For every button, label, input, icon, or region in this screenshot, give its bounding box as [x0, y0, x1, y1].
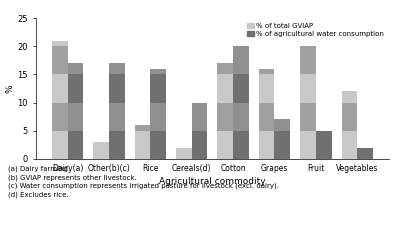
Legend: % of total GVIAP, % of agricultural water consumption: % of total GVIAP, % of agricultural wate…	[245, 22, 385, 39]
Bar	[274, 119, 290, 131]
Bar	[274, 131, 290, 159]
Bar	[259, 103, 274, 131]
Bar	[341, 103, 357, 131]
Bar	[67, 63, 83, 74]
Bar	[135, 131, 150, 159]
Bar	[316, 131, 331, 159]
Bar	[218, 63, 233, 74]
Y-axis label: %: %	[6, 84, 15, 93]
Bar	[233, 46, 249, 74]
Bar	[176, 148, 192, 159]
Bar	[218, 131, 233, 159]
Bar	[233, 131, 249, 159]
Bar	[357, 148, 373, 159]
Bar	[52, 103, 67, 131]
Bar	[233, 103, 249, 131]
Bar	[259, 131, 274, 159]
X-axis label: Agricultural commodity: Agricultural commodity	[159, 177, 266, 186]
Bar	[341, 131, 357, 159]
Bar	[300, 103, 316, 131]
Bar	[52, 74, 67, 103]
Bar	[192, 131, 207, 159]
Bar	[93, 142, 109, 159]
Bar	[109, 131, 125, 159]
Bar	[300, 131, 316, 159]
Bar	[218, 103, 233, 131]
Bar	[218, 74, 233, 103]
Bar	[52, 46, 67, 74]
Bar	[259, 69, 274, 74]
Bar	[52, 41, 67, 46]
Bar	[150, 69, 166, 74]
Bar	[67, 103, 83, 131]
Bar	[109, 74, 125, 103]
Bar	[150, 103, 166, 131]
Bar	[52, 131, 67, 159]
Bar	[300, 74, 316, 103]
Bar	[341, 91, 357, 103]
Text: (a) Dairy farming.
(b) GVIAP represents other livestock.
(c) Water consumption r: (a) Dairy farming. (b) GVIAP represents …	[8, 166, 279, 198]
Bar	[150, 131, 166, 159]
Bar	[67, 74, 83, 103]
Bar	[67, 131, 83, 159]
Bar	[150, 74, 166, 103]
Bar	[109, 103, 125, 131]
Bar	[109, 63, 125, 74]
Bar	[300, 46, 316, 74]
Bar	[192, 103, 207, 131]
Bar	[259, 74, 274, 103]
Bar	[135, 125, 150, 131]
Bar	[233, 74, 249, 103]
